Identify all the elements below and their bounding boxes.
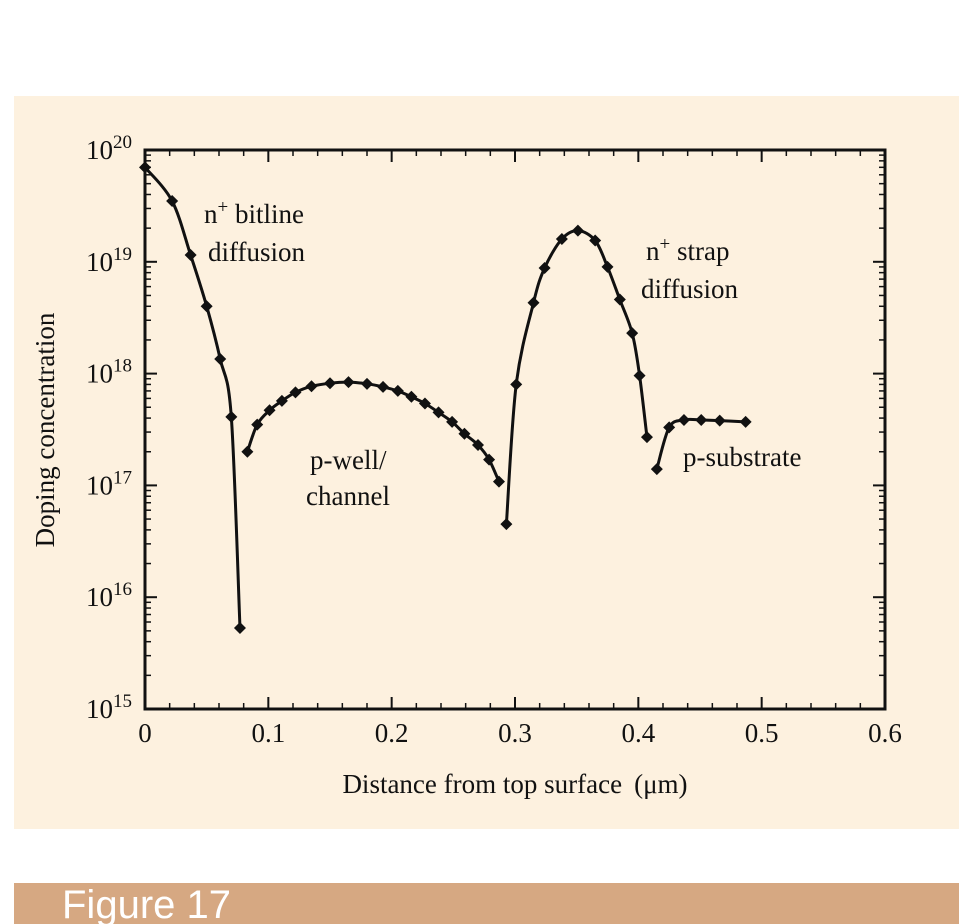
- ticks-layer: 0 0.1 0.2 0.3 0.4 0.5 0.6 1015 1016 1017 1018 1019 1…: [86, 132, 902, 748]
- data-point-marker: [458, 427, 471, 440]
- data-point-marker: [200, 300, 213, 313]
- data-point-marker: [391, 384, 404, 397]
- y-axis-label: Doping concentration: [30, 312, 60, 547]
- data-point-marker: [538, 262, 551, 275]
- data-point-marker: [589, 234, 602, 247]
- data-point-marker: [241, 445, 254, 458]
- data-point-marker: [613, 293, 626, 306]
- data-point-marker: [342, 376, 355, 389]
- data-point-marker: [633, 369, 646, 382]
- data-point-marker: [405, 390, 418, 403]
- y-tick-label: 1016: [86, 579, 132, 612]
- data-point-marker: [626, 327, 639, 340]
- x-tick-label: 0.6: [868, 718, 902, 748]
- data-point-marker: [275, 394, 288, 407]
- caption-bar: Figure 17: [14, 883, 959, 924]
- data-point-marker: [739, 415, 752, 428]
- y-tick-label: 1020: [86, 132, 132, 165]
- x-tick-label: 0: [138, 718, 152, 748]
- x-tick-label: 0.1: [251, 718, 285, 748]
- y-tick-label: 1017: [86, 467, 132, 500]
- annotation-pwell-line1: p-well/: [310, 445, 387, 475]
- annotation-substrate: p-substrate: [683, 442, 801, 472]
- data-point-marker: [184, 249, 197, 262]
- data-point-marker: [492, 475, 505, 488]
- series-layer: [139, 161, 752, 635]
- x-tick-label: 0.2: [375, 718, 409, 748]
- data-point-marker: [233, 622, 246, 635]
- data-point-marker: [263, 404, 276, 417]
- data-point-marker: [650, 463, 663, 476]
- data-point-marker: [446, 415, 459, 428]
- figure-caption: Figure 17: [62, 883, 231, 924]
- data-point-marker: [472, 438, 484, 451]
- data-point-marker: [418, 397, 431, 410]
- annotation-bitline-line1: n+ bitline: [204, 197, 304, 229]
- data-point-marker: [289, 386, 302, 399]
- data-point-marker: [713, 414, 726, 427]
- data-point-marker: [601, 260, 614, 273]
- doping-profile-chart: 0 0.1 0.2 0.3 0.4 0.5 0.6 1015 1016 1017 1018 1019 1…: [30, 132, 902, 799]
- x-tick-label: 0.4: [621, 718, 655, 748]
- annotation-strap-line1: n+ strap: [646, 234, 729, 266]
- data-point-marker: [324, 377, 336, 390]
- data-point-marker: [527, 296, 540, 309]
- annotation-strap-line2: diffusion: [641, 274, 739, 304]
- data-point-marker: [361, 377, 373, 390]
- data-point-marker: [305, 380, 318, 393]
- data-point-marker: [251, 418, 264, 431]
- data-point-marker: [483, 453, 496, 466]
- annotation-pwell-line2: channel: [306, 481, 390, 511]
- y-tick-label: 1018: [86, 356, 132, 389]
- x-tick-label: 0.5: [745, 718, 779, 748]
- data-point-marker: [640, 431, 653, 444]
- data-point-marker: [571, 224, 584, 237]
- x-axis-label: Distance from top surface (μm): [342, 769, 687, 799]
- data-point-marker: [225, 410, 238, 423]
- data-point-marker: [377, 380, 390, 393]
- series-line-2: [504, 229, 649, 525]
- x-tick-label: 0.3: [498, 718, 532, 748]
- y-tick-label: 1019: [86, 244, 132, 277]
- data-point-marker: [663, 421, 676, 434]
- figure-panel: 0 0.1 0.2 0.3 0.4 0.5 0.6 1015 1016 1017 1018 1019 1…: [14, 96, 959, 829]
- data-point-marker: [695, 413, 708, 426]
- annotation-bitline-line2: diffusion: [208, 237, 306, 267]
- data-point-marker: [555, 232, 568, 245]
- data-point-marker: [510, 378, 523, 391]
- data-point-marker: [214, 353, 227, 366]
- data-point-marker: [166, 194, 179, 207]
- y-tick-label: 1015: [86, 691, 132, 724]
- data-point-marker: [500, 518, 513, 531]
- data-point-marker: [432, 406, 445, 419]
- data-point-marker: [677, 413, 690, 426]
